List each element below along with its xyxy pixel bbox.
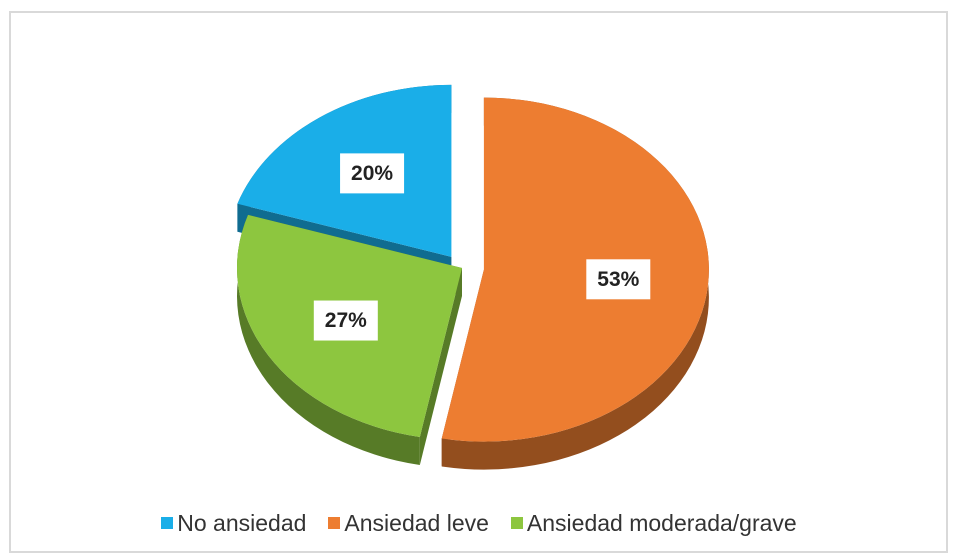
legend-swatch (510, 517, 523, 529)
legend: No ansiedad Ansiedad leve Ansiedad moderad… (0, 508, 958, 538)
label-box (586, 259, 651, 300)
data-label: 53% (597, 268, 639, 291)
slice-edge-wall (419, 268, 462, 465)
data-label: 20% (351, 162, 393, 185)
slice-side (236, 214, 420, 465)
legend-label: No ansiedad (177, 509, 307, 536)
label-box (313, 300, 378, 341)
pie-slice (441, 97, 709, 442)
legend-item: Ansiedad moderada/grave (510, 509, 797, 537)
legend-swatch (328, 517, 341, 529)
label-box (340, 153, 405, 194)
legend-label: Ansiedad moderada/grave (526, 509, 797, 536)
legend-item: Ansiedad leve (328, 510, 489, 537)
legend-item: No ansiedad (161, 510, 306, 537)
legend-swatch (161, 517, 174, 529)
legend-label: Ansiedad leve (344, 509, 489, 536)
chart-frame (9, 11, 948, 553)
data-label: 27% (325, 309, 367, 332)
